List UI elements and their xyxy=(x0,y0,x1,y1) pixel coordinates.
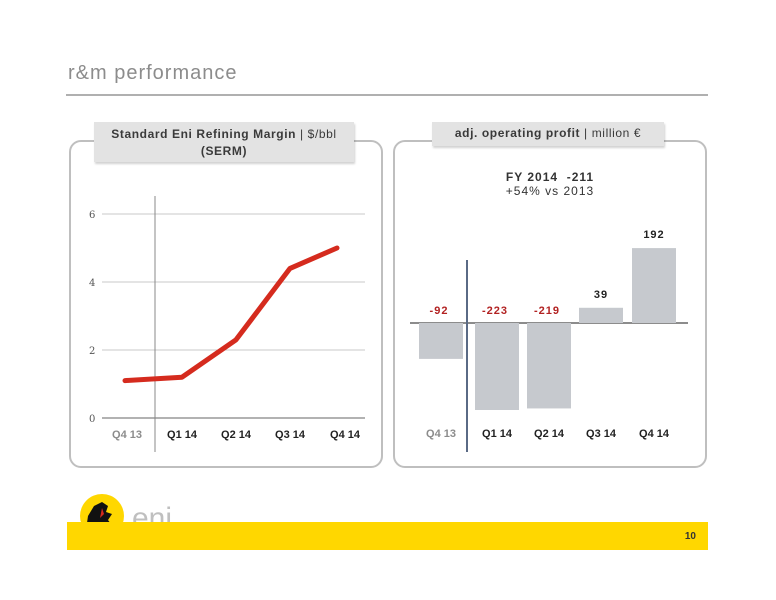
serm-ytick-label: 4 xyxy=(89,278,95,289)
op-data-label: 192 xyxy=(643,229,664,241)
fy-value: -211 xyxy=(566,170,595,184)
serm-ytick-label: 6 xyxy=(89,210,95,221)
op-bar xyxy=(527,323,571,409)
title-divider xyxy=(66,94,708,96)
op-xtick-label: Q4 14 xyxy=(639,428,670,440)
op-xtick-label: Q4 13 xyxy=(426,428,456,440)
fy-summary: FY 2014 -211 +54% vs 2013 xyxy=(470,170,630,198)
serm-header-title: Standard Eni Refining Margin xyxy=(111,127,297,141)
op-data-label: -219 xyxy=(534,305,560,317)
op-data-label: 39 xyxy=(594,289,608,301)
op-bar xyxy=(419,323,463,359)
fy-change: +54% vs 2013 xyxy=(505,184,595,198)
serm-point xyxy=(181,376,183,378)
op-data-label: -223 xyxy=(482,305,508,317)
page-title: r&m performance xyxy=(68,62,238,84)
serm-xtick-label: Q1 14 xyxy=(167,429,198,441)
serm-xtick-label: Q4 13 xyxy=(112,429,142,441)
serm-header-subtitle: (SERM) xyxy=(200,144,248,158)
page-number: 10 xyxy=(684,531,696,542)
footer-band: 10 xyxy=(67,522,708,550)
op-bar xyxy=(632,248,676,323)
serm-ytick-label: 0 xyxy=(89,414,95,425)
serm-point xyxy=(124,380,126,382)
op-header-title: adj. operating profit xyxy=(454,126,581,140)
serm-xtick-label: Q2 14 xyxy=(221,429,252,441)
op-xtick-label: Q2 14 xyxy=(534,428,565,440)
op-header-unit: | million € xyxy=(580,126,642,140)
serm-xtick-label: Q3 14 xyxy=(275,429,306,441)
fy-label: FY 2014 xyxy=(505,170,559,184)
op-xtick-label: Q1 14 xyxy=(482,428,513,440)
serm-point xyxy=(289,267,291,269)
serm-ytick-label: 2 xyxy=(89,346,95,357)
op-bar xyxy=(475,323,519,410)
serm-chart-header: Standard Eni Refining Margin | $/bbl (SE… xyxy=(94,122,354,162)
serm-header-unit: | $/bbl xyxy=(296,127,337,141)
serm-line xyxy=(122,245,340,384)
op-bar xyxy=(579,307,623,323)
serm-point xyxy=(235,339,237,341)
serm-point xyxy=(336,247,338,249)
operating-profit-header: adj. operating profit | million € xyxy=(432,122,664,146)
op-data-label: -92 xyxy=(430,305,449,317)
serm-xtick-label: Q4 14 xyxy=(330,429,361,441)
op-xtick-label: Q3 14 xyxy=(586,428,617,440)
